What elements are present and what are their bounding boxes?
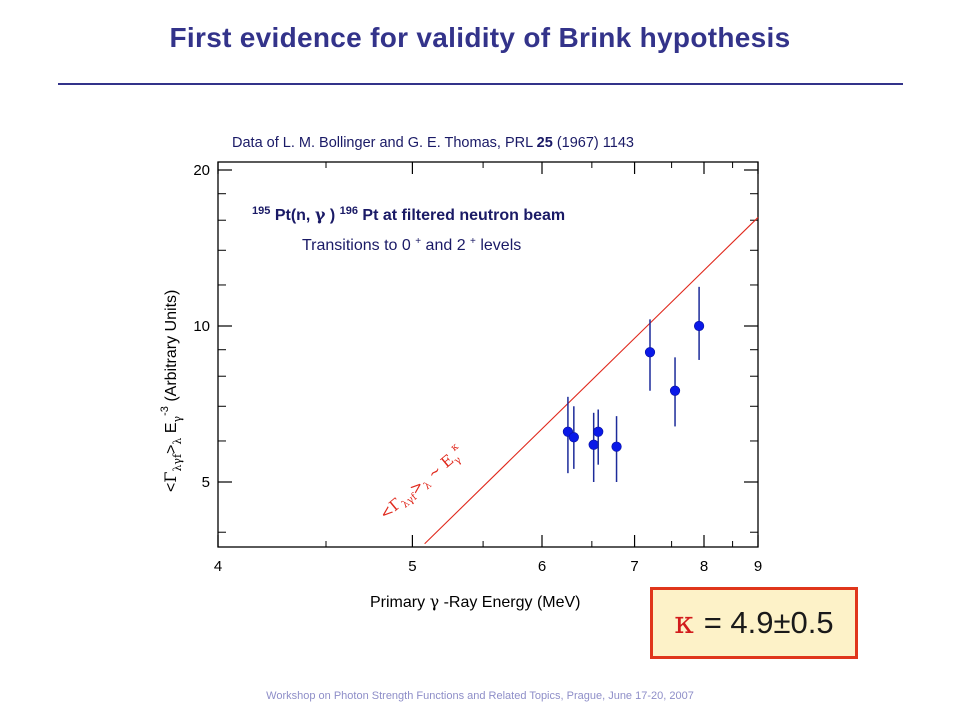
transitions-suffix: levels	[480, 237, 521, 254]
citation-volume: 25	[536, 135, 553, 151]
kappa-symbol: κ	[674, 605, 694, 641]
citation-suffix: (1967) 1143	[552, 135, 634, 151]
transitions-sup1: +	[415, 236, 421, 247]
reaction-tail: Pt at filtered neutron beam	[362, 207, 565, 224]
data-point	[588, 439, 599, 450]
y-tick-label: 20	[193, 162, 210, 179]
x-tick-label: 9	[754, 558, 762, 575]
data-point	[669, 385, 681, 396]
data-point	[593, 426, 604, 437]
transitions-sup2: +	[470, 236, 476, 247]
x-axis-label: Primary γ -Ray Energy (MeV)	[370, 592, 581, 611]
slide-title: First evidence for validity of Brink hyp…	[169, 22, 791, 53]
reaction-close: )	[330, 207, 335, 224]
citation-prefix: Data of L. M. Bollinger and G. E. Thomas…	[232, 135, 537, 151]
plot-frame	[217, 161, 759, 548]
data-point	[611, 441, 622, 452]
data-point	[568, 432, 579, 443]
x-tick-label: 4	[214, 558, 222, 575]
kappa-result-box: κ = 4.9±0.5	[650, 587, 858, 659]
title-divider	[58, 83, 903, 85]
footer: Workshop on Photon Strength Functions an…	[266, 690, 694, 702]
data-point	[693, 320, 705, 332]
data-point	[644, 347, 656, 358]
tick-labels: 4 5 6 7 8 9 5 10 20	[193, 162, 762, 575]
reaction-gamma: γ	[315, 205, 326, 224]
y-tick-label: 10	[193, 318, 210, 335]
fit-layer	[424, 217, 759, 545]
transitions-annotation: Transitions to 0 + and 2 + levels	[302, 231, 521, 254]
fit-line	[424, 217, 759, 545]
reaction-annotation: 195 Pt(n, γ ) 196 Pt at filtered neutron…	[252, 201, 565, 224]
kappa-value: = 4.9±0.5	[703, 605, 834, 640]
reaction-mid: Pt(n,	[275, 207, 311, 224]
transitions-prefix: Transitions to 0	[302, 237, 411, 254]
x-tick-label: 5	[408, 558, 416, 575]
reaction-mass-out: 196	[340, 205, 358, 217]
data-citation: Data of L. M. Bollinger and G. E. Thomas…	[232, 135, 634, 151]
y-axis-label: <Γλγf>λ Eγ-3 (Arbitrary Units)	[159, 290, 184, 492]
plot-border	[217, 161, 759, 548]
reaction-mass-in: 195	[252, 205, 270, 217]
x-tick-label: 8	[700, 558, 708, 575]
y-tick-label: 5	[202, 474, 210, 491]
x-tick-label: 6	[538, 558, 546, 575]
x-tick-label: 7	[630, 558, 638, 575]
fit-label: <Γλγf>λ ~ Eγκ	[375, 441, 469, 525]
transitions-mid: and 2	[426, 237, 466, 254]
data-points	[562, 286, 705, 482]
